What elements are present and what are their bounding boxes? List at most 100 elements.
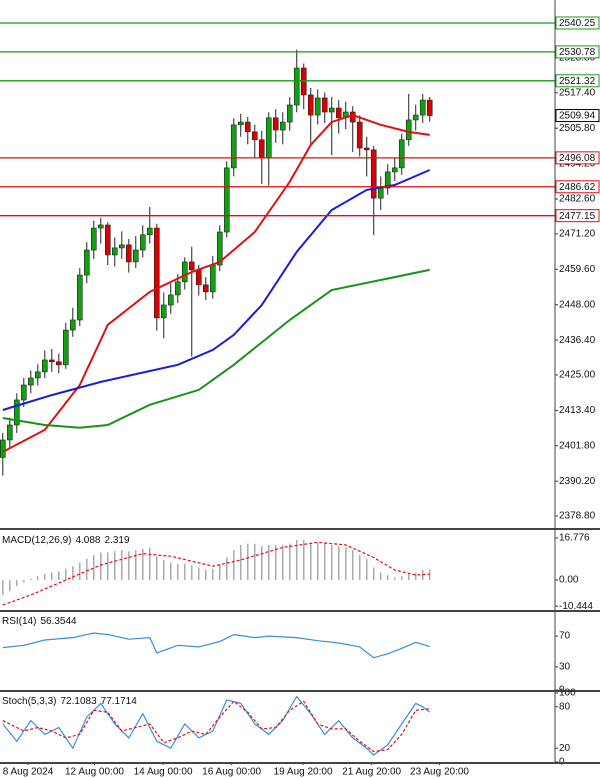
candle-body [244, 121, 251, 133]
x-tick-label: 19 Aug 20:00 [274, 767, 333, 778]
y-tick-label: 2390.20 [559, 476, 596, 487]
x-tick-label: 16 Aug 00:00 [202, 767, 261, 778]
candle-body [279, 121, 286, 131]
candle-body [419, 99, 426, 116]
indicator-value: 56.3544 [40, 616, 77, 627]
y-tick-label: 2401.80 [559, 440, 596, 451]
candle-body [6, 424, 13, 441]
indicator-header: Stoch(5,3,3) 72.1083 77.1714 [2, 696, 137, 707]
y-tick-label: 2505.80 [559, 123, 596, 134]
y-tick-label: 2471.20 [559, 228, 596, 239]
y-tick-label: 2413.40 [559, 405, 596, 416]
indicator-value: 2.319 [105, 535, 130, 546]
candle-body [230, 124, 237, 169]
candle-body [328, 107, 335, 113]
candle-body [69, 319, 76, 331]
candle-body [0, 439, 6, 458]
candle-body [398, 139, 405, 169]
candle-body [167, 294, 174, 306]
candle-body [27, 377, 34, 386]
candle-body [216, 231, 223, 266]
y-tick-label: 80 [559, 701, 571, 712]
level-label: 2521.32 [559, 76, 596, 87]
candle-body [118, 244, 125, 249]
candle-body [265, 117, 272, 159]
level-label-box [555, 74, 600, 88]
candle-body [307, 94, 314, 116]
candle-body [377, 187, 384, 199]
indicator-line [2, 169, 431, 411]
plot-area [0, 49, 433, 476]
last-price-box [555, 109, 600, 123]
indicator-line [2, 695, 431, 756]
level-label: 2530.78 [559, 47, 596, 58]
indicator-line [2, 268, 430, 429]
candle-body [202, 284, 209, 293]
level-label-box [555, 45, 600, 59]
indicator-line [2, 700, 430, 753]
level-label-box [555, 180, 600, 194]
candle-body [426, 99, 433, 116]
x-tick-label: 8 Aug 2024 [3, 767, 54, 778]
candle-body [293, 67, 300, 106]
candle-body [62, 329, 69, 366]
y-tick-label: 100 [559, 688, 576, 699]
plot-area [2, 539, 431, 596]
indicator-line [2, 632, 430, 659]
candle-body [349, 111, 356, 123]
candle-body [286, 104, 293, 123]
candle-body [132, 249, 139, 263]
y-tick-label: -10.444 [559, 601, 593, 612]
candle-body [153, 227, 160, 319]
level-label-box [555, 151, 600, 165]
candle-body [139, 234, 146, 251]
indicator-name: Stoch(5,3,3) [2, 696, 56, 707]
candle-body [405, 119, 412, 141]
candle-body [125, 244, 132, 263]
candle-body [34, 371, 41, 379]
candle-body [111, 247, 118, 256]
candle-body [90, 227, 97, 251]
x-tick-label: 14 Aug 00:00 [134, 767, 193, 778]
x-tick-label: 12 Aug 00:00 [65, 767, 124, 778]
candle-body [146, 227, 153, 236]
candle-body [391, 167, 398, 173]
candle-body [363, 147, 370, 151]
candle-body [174, 281, 181, 296]
indicator-header: RSI(14) 56.3544 [2, 616, 77, 627]
candle-body [195, 269, 202, 286]
level-label-box [555, 16, 600, 30]
indicator-line [2, 114, 430, 453]
indicator-value: 4.088 [75, 535, 100, 546]
candle-body [272, 117, 279, 131]
candle-body [13, 399, 20, 426]
candle-body [209, 264, 216, 293]
candle-body [356, 121, 363, 149]
candle-body [104, 224, 111, 256]
level-label: 2486.62 [559, 182, 596, 193]
indicator-line [2, 541, 430, 606]
candle-body [41, 359, 48, 373]
y-tick-label: 2425.00 [559, 370, 596, 381]
candle-body [223, 167, 230, 233]
y-tick-label: 2482.60 [559, 194, 596, 205]
candle-body [258, 139, 265, 159]
indicator-name: MACD(12,26,9) [2, 535, 71, 546]
candle-body [76, 274, 83, 321]
y-tick-label: 30 [559, 662, 571, 673]
candle-body [251, 131, 258, 141]
indicator-name: RSI(14) [2, 616, 36, 627]
candle-body [55, 361, 62, 366]
x-tick-label: 23 Aug 20:00 [410, 767, 469, 778]
candle-body [188, 261, 195, 271]
y-tick-label: 2459.60 [559, 264, 596, 275]
candle-body [20, 384, 27, 401]
candle-body [97, 224, 104, 229]
indicator-header: MACD(12,26,9) 4.088 2.319 [2, 535, 130, 546]
y-tick-label: 70 [559, 631, 571, 642]
y-tick-label: 2517.40 [559, 87, 596, 98]
candle-body [83, 249, 90, 276]
candle-body [321, 97, 328, 113]
candle-body [412, 114, 419, 121]
